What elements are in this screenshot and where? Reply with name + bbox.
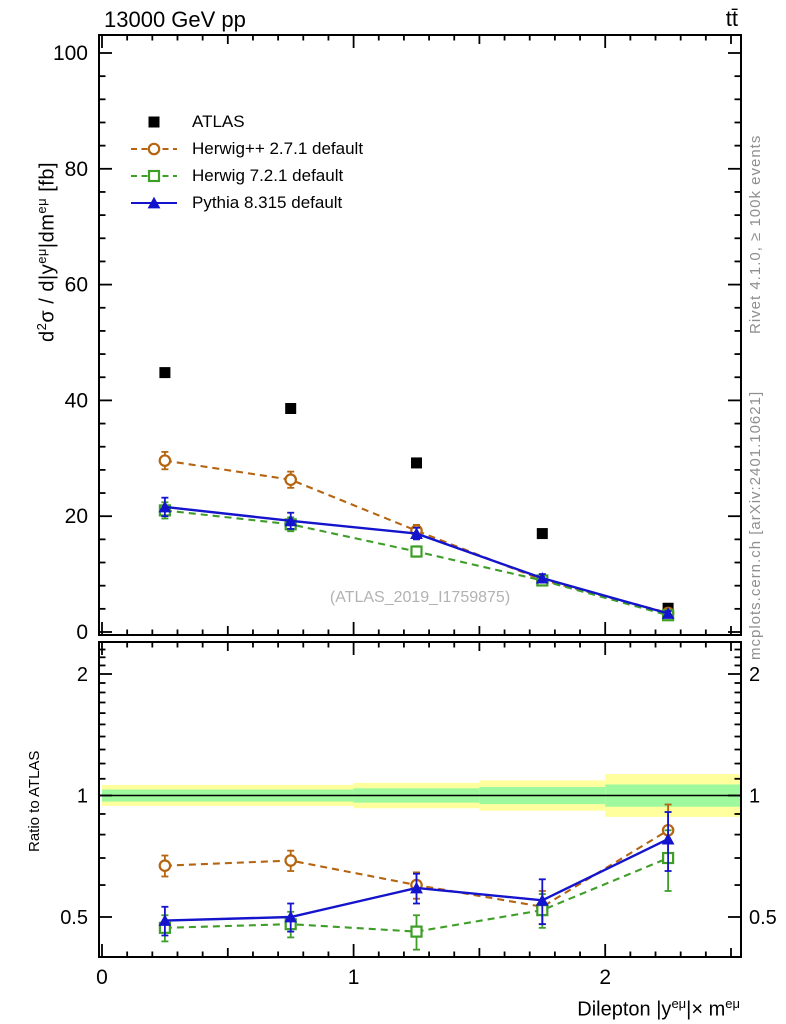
tick-label: 1	[749, 786, 760, 808]
tick-label: 20	[65, 505, 88, 528]
ylabel-sup: 2	[34, 322, 49, 331]
marker-open-square	[410, 545, 423, 558]
marker-filled-triangle	[661, 607, 675, 619]
marker-filled-triangle	[535, 571, 549, 584]
marker-filled-triangle	[661, 832, 675, 845]
tick-label: 100	[53, 42, 88, 65]
x-axis-label: Dilepton |yeμ|× meμ	[577, 996, 740, 1022]
legend-label-herwig7: Herwig 7.2.1 default	[192, 165, 344, 185]
main-data-series	[158, 367, 675, 622]
series-line	[164, 459, 669, 614]
xlabel-text: |× m	[686, 998, 726, 1021]
marker-filled-square	[148, 116, 160, 127]
ratio-data-series	[158, 803, 675, 951]
marker-filled-triangle	[284, 514, 298, 527]
ylabel-sup: eμ	[34, 197, 49, 214]
marker-open-circle	[158, 859, 172, 872]
mcplots-arxiv-caption: mcplots.cern.ch [arXiv:2401.10621]	[747, 390, 764, 660]
tick-label: 2	[749, 664, 760, 686]
tick-label: 0.5	[749, 907, 777, 929]
tick-label: 0	[96, 966, 108, 989]
legend-marker-herwig7-icon	[131, 169, 177, 182]
marker-filled-triangle	[410, 881, 423, 894]
ratio-frame	[98, 641, 742, 958]
legend-label-herwigpp: Herwig++ 2.7.1 default	[192, 138, 364, 158]
analysis-watermark: (ATLAS_2019_I1759875)	[329, 589, 511, 606]
rivet-version-caption: Rivet 4.1.0, ≥ 100k events	[747, 134, 764, 334]
legend-item-pythia: Pythia 8.315 default	[130, 189, 363, 216]
marker-filled-square	[285, 403, 297, 415]
marker-filled-triangle	[535, 894, 549, 906]
legend-label-pythia: Pythia 8.315 default	[192, 192, 343, 212]
legend-marker-pythia-icon	[131, 196, 177, 208]
legend-item-herwig7: Herwig 7.2.1 default	[130, 162, 363, 189]
marker-filled-triangle	[158, 914, 172, 926]
tick-label: 2	[599, 966, 611, 989]
tick-label: 0.5	[60, 907, 88, 929]
marker-filled-triangle	[158, 500, 172, 513]
xlabel-sup: eμ	[725, 996, 740, 1011]
legend: ATLAS Herwig++ 2.7.1 default Herwig 7.2.…	[130, 108, 363, 216]
marker-open-circle	[284, 854, 297, 867]
legend-marker-herwigpp-icon	[131, 142, 177, 155]
tick-label: 0	[76, 621, 88, 644]
process-label: tt̄	[725, 6, 738, 31]
ratio-y-axis-label: Ratio to ATLAS	[26, 750, 43, 852]
marker-filled-square	[411, 457, 422, 469]
marker-open-square	[147, 169, 161, 182]
marker-open-circle	[158, 454, 172, 467]
xlabel-sup: eμ	[671, 996, 687, 1011]
legend-item-herwigpp: Herwig++ 2.7.1 default	[130, 135, 363, 162]
legend-label-atlas: ATLAS	[192, 111, 245, 131]
plot-title: 13000 GeV pp	[104, 7, 246, 32]
ylabel-text: d	[36, 330, 59, 342]
marker-filled-triangle	[284, 910, 298, 923]
tick-label: 1	[348, 966, 360, 989]
main-frame	[98, 34, 742, 636]
axis-ticks	[99, 35, 741, 957]
marker-open-square	[410, 925, 423, 938]
axis-tick-labels: 0 20 40 60 80 100 0 1 2 0.5 0.5 1 1 2 2	[53, 42, 777, 989]
tick-label: 1	[77, 786, 88, 808]
series-line	[164, 857, 669, 933]
tick-label: 80	[65, 158, 88, 181]
ylabel-text: |dm	[36, 213, 59, 249]
ylabel-sup: eμ	[34, 248, 49, 264]
legend-marker-atlas-icon	[148, 116, 160, 127]
main-panel-frame	[98, 34, 742, 636]
tick-label: 40	[65, 389, 88, 412]
tick-label: 2	[77, 664, 88, 686]
ylabel-text: σ / d|y	[36, 263, 59, 323]
ylabel-text: [fb]	[36, 161, 59, 198]
marker-filled-square	[159, 367, 171, 379]
marker-open-circle	[147, 142, 161, 155]
main-y-axis-label: d2σ / d|yeμ|dmeμ [fb]	[34, 162, 60, 342]
marker-open-circle	[284, 473, 297, 487]
marker-filled-triangle	[147, 196, 161, 208]
marker-filled-square	[536, 528, 548, 540]
xlabel-text: Dilepton |y	[577, 998, 672, 1021]
legend-item-atlas: ATLAS	[130, 108, 363, 135]
tick-label: 60	[65, 274, 88, 297]
marker-filled-triangle	[410, 527, 423, 539]
ratio-panel-frame	[98, 641, 742, 958]
